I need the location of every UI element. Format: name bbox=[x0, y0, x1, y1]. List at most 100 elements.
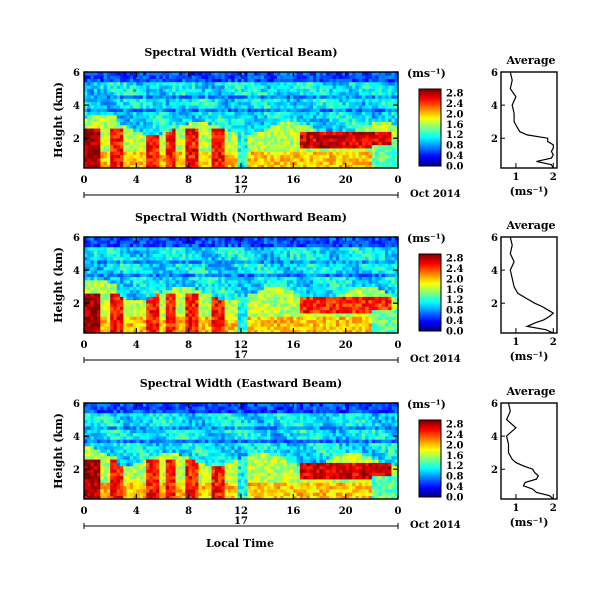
heatmap-cell bbox=[293, 144, 297, 149]
heatmap-cell bbox=[198, 309, 203, 314]
heatmap-cell bbox=[276, 118, 281, 122]
heatmap-cell bbox=[296, 316, 301, 321]
heatmap-cell bbox=[146, 81, 150, 86]
heatmap-cell bbox=[106, 240, 111, 244]
heatmap-cell bbox=[250, 164, 255, 169]
heatmap-cell bbox=[378, 154, 382, 159]
heatmap-cell bbox=[152, 246, 157, 251]
heatmap-cell bbox=[293, 289, 297, 294]
heatmap-cell bbox=[293, 263, 297, 268]
heatmap-cell bbox=[326, 115, 330, 119]
heatmap-cell bbox=[195, 158, 199, 162]
heatmap-cell bbox=[87, 138, 91, 142]
heatmap-cell bbox=[185, 134, 189, 139]
heatmap-cell bbox=[231, 283, 235, 287]
heatmap-cell bbox=[123, 88, 127, 93]
heatmap-cell bbox=[162, 101, 167, 106]
heatmap-cell bbox=[335, 91, 340, 96]
heatmap-cell bbox=[208, 154, 212, 159]
heatmap-cell bbox=[299, 293, 304, 297]
heatmap-cell bbox=[218, 91, 222, 96]
heatmap-cell bbox=[87, 124, 91, 129]
heatmap-cell bbox=[142, 88, 147, 93]
heatmap-cell bbox=[316, 148, 320, 152]
heatmap-cell bbox=[276, 250, 281, 254]
heatmap-cell bbox=[342, 91, 346, 96]
heatmap-cell bbox=[110, 243, 114, 248]
heatmap-cell bbox=[208, 164, 212, 169]
heatmap-cell bbox=[126, 81, 131, 86]
heatmap-cell bbox=[316, 158, 320, 162]
heatmap-cell bbox=[162, 105, 167, 109]
heatmap-cell bbox=[218, 95, 222, 99]
heatmap-cell bbox=[227, 303, 232, 307]
heatmap-cell bbox=[198, 266, 203, 271]
heatmap-cell bbox=[381, 128, 386, 132]
heatmap-cell bbox=[123, 144, 127, 149]
heatmap-cell bbox=[290, 121, 294, 126]
heatmap-cell bbox=[224, 326, 229, 330]
heatmap-cell bbox=[169, 105, 173, 109]
heatmap-cell bbox=[231, 237, 235, 241]
heatmap-cell bbox=[155, 240, 160, 244]
heatmap-cell bbox=[280, 326, 284, 330]
heatmap-cell bbox=[391, 88, 396, 93]
heatmap-cell bbox=[136, 323, 140, 327]
heatmap-cell bbox=[152, 286, 157, 291]
heatmap-cell bbox=[234, 319, 239, 324]
heatmap-cell bbox=[123, 296, 127, 301]
heatmap-cell bbox=[175, 329, 180, 334]
heatmap-cell bbox=[224, 72, 229, 76]
heatmap-cell bbox=[97, 296, 101, 301]
heatmap-cell bbox=[381, 101, 386, 106]
colorbar-swatch bbox=[419, 160, 441, 163]
heatmap-cell bbox=[205, 329, 209, 334]
heatmap-cell bbox=[227, 148, 232, 152]
heatmap-cell bbox=[169, 111, 173, 116]
heatmap-cell bbox=[365, 111, 369, 116]
heatmap-cell bbox=[113, 98, 118, 103]
heatmap-cell bbox=[365, 164, 369, 169]
heatmap-cell bbox=[113, 161, 118, 165]
heatmap-cell bbox=[378, 131, 382, 136]
heatmap-cell bbox=[126, 134, 131, 139]
heatmap-cell bbox=[188, 72, 193, 76]
heatmap-cell bbox=[123, 260, 127, 264]
heatmap-cell bbox=[123, 283, 127, 287]
heatmap-cell bbox=[149, 329, 153, 334]
heatmap-cell bbox=[162, 161, 167, 165]
heatmap-cell bbox=[155, 316, 160, 321]
heatmap-cell bbox=[273, 148, 278, 152]
heatmap-cell bbox=[394, 75, 399, 79]
heatmap-cell bbox=[224, 108, 229, 113]
heatmap-cell bbox=[237, 148, 242, 152]
heatmap-cell bbox=[195, 306, 199, 311]
heatmap-cell bbox=[316, 240, 320, 244]
heatmap-cell bbox=[185, 286, 189, 291]
heatmap-cell bbox=[100, 101, 104, 106]
heatmap-cell bbox=[244, 243, 248, 248]
heatmap-cell bbox=[293, 148, 297, 152]
heatmap-cell bbox=[214, 101, 219, 106]
heatmap-cell bbox=[273, 138, 278, 142]
heatmap-cell bbox=[263, 250, 268, 254]
heatmap-cell bbox=[142, 95, 147, 99]
heatmap-cell bbox=[312, 306, 317, 311]
heatmap-cell bbox=[237, 246, 242, 251]
heatmap-cell bbox=[165, 101, 170, 106]
heatmap-cell bbox=[384, 78, 389, 83]
heatmap-cell bbox=[234, 313, 239, 317]
heatmap-cell bbox=[146, 243, 150, 248]
heatmap-cell bbox=[309, 296, 314, 301]
heatmap-cell bbox=[149, 286, 153, 291]
heatmap-cell bbox=[260, 154, 265, 159]
heatmap-cell bbox=[254, 260, 258, 264]
heatmap-cell bbox=[273, 85, 278, 89]
heatmap-cell bbox=[129, 283, 134, 287]
heatmap-cell bbox=[159, 313, 163, 317]
heatmap-cell bbox=[303, 148, 307, 152]
heatmap-cell bbox=[119, 164, 124, 169]
heatmap-cell bbox=[290, 128, 294, 132]
heatmap-cell bbox=[198, 237, 203, 241]
heatmap-cell bbox=[296, 91, 301, 96]
